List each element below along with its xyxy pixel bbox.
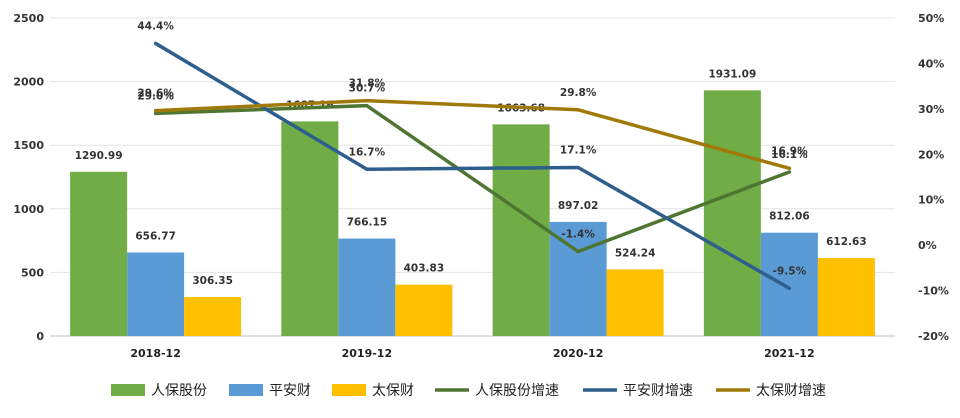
x-tick-label: 2019-12 <box>342 347 393 360</box>
legend-label: 人保股份 <box>151 383 207 399</box>
bar-data-label: 897.02 <box>558 200 599 212</box>
bar-data-label: 656.77 <box>135 230 176 242</box>
line-data-label: -9.5% <box>773 265 807 277</box>
y-right-tick-label: 40% <box>918 57 944 70</box>
y-right-tick-label: 20% <box>918 148 944 161</box>
y-right-tick-label: -20% <box>918 330 949 343</box>
bar <box>70 171 128 336</box>
line-data-label: 44.4% <box>137 20 174 32</box>
bar-data-label: 612.63 <box>826 236 867 248</box>
bar-data-label: 812.06 <box>769 211 810 223</box>
x-tick-label: 2018-12 <box>130 347 181 360</box>
bar-data-label: 306.35 <box>192 275 233 287</box>
line-data-label: 29.6% <box>137 88 174 100</box>
bar-data-label: 1931.09 <box>708 68 756 80</box>
x-tick-label: 2021-12 <box>764 347 815 360</box>
legend-label: 太保财 <box>372 383 414 399</box>
line-data-label: 29.0% <box>137 90 174 102</box>
bar <box>760 232 818 336</box>
y-left-tick-label: 1000 <box>13 203 44 216</box>
bar <box>281 121 339 336</box>
line-data-label: 16.1% <box>771 149 808 161</box>
bar <box>492 124 550 336</box>
legend-swatch <box>229 384 263 396</box>
line-data-label: 17.1% <box>560 144 597 156</box>
legend-label: 平安财增速 <box>623 383 693 399</box>
legend-swatch <box>111 384 145 396</box>
bar <box>703 90 761 336</box>
bar-data-label: 403.83 <box>404 263 445 275</box>
line-data-label: 29.8% <box>560 87 597 99</box>
line-data-label: 31.8% <box>349 78 386 90</box>
y-right-tick-label: 0% <box>918 239 937 252</box>
x-tick-label: 2020-12 <box>553 347 604 360</box>
bar <box>338 238 396 336</box>
y-right-tick-label: 30% <box>918 103 944 116</box>
line-data-label: 30.7% <box>349 83 386 95</box>
legend-label: 平安财 <box>269 383 311 399</box>
bar <box>549 221 607 336</box>
line-series <box>153 98 792 171</box>
y-right-tick-label: -10% <box>918 285 949 298</box>
y-left-tick-label: 2500 <box>13 12 44 25</box>
y-right-tick-label: 10% <box>918 194 944 207</box>
line-data-label: 16.7% <box>349 146 386 158</box>
y-left-tick-label: 1500 <box>13 139 44 152</box>
y-left-tick-label: 500 <box>21 266 44 279</box>
line-data-label: -1.4% <box>561 229 595 241</box>
bar-data-label: 1290.99 <box>75 150 123 162</box>
y-left-tick-label: 2000 <box>13 76 44 89</box>
y-right-tick-label: 50% <box>918 12 944 25</box>
bar-data-label: 766.15 <box>347 217 388 229</box>
legend-label: 人保股份增速 <box>475 383 559 399</box>
y-left-tick-label: 0 <box>36 330 44 343</box>
bar-data-label: 524.24 <box>615 247 656 259</box>
legend-label: 太保财增速 <box>756 383 826 399</box>
line-series <box>153 41 792 291</box>
bar <box>395 284 453 336</box>
bar <box>127 252 185 336</box>
line-data-label: 16.9% <box>771 145 808 157</box>
legend-swatch <box>332 384 366 396</box>
bar <box>817 258 875 336</box>
line-series <box>153 103 792 254</box>
bar <box>184 297 242 336</box>
bar <box>606 269 664 336</box>
